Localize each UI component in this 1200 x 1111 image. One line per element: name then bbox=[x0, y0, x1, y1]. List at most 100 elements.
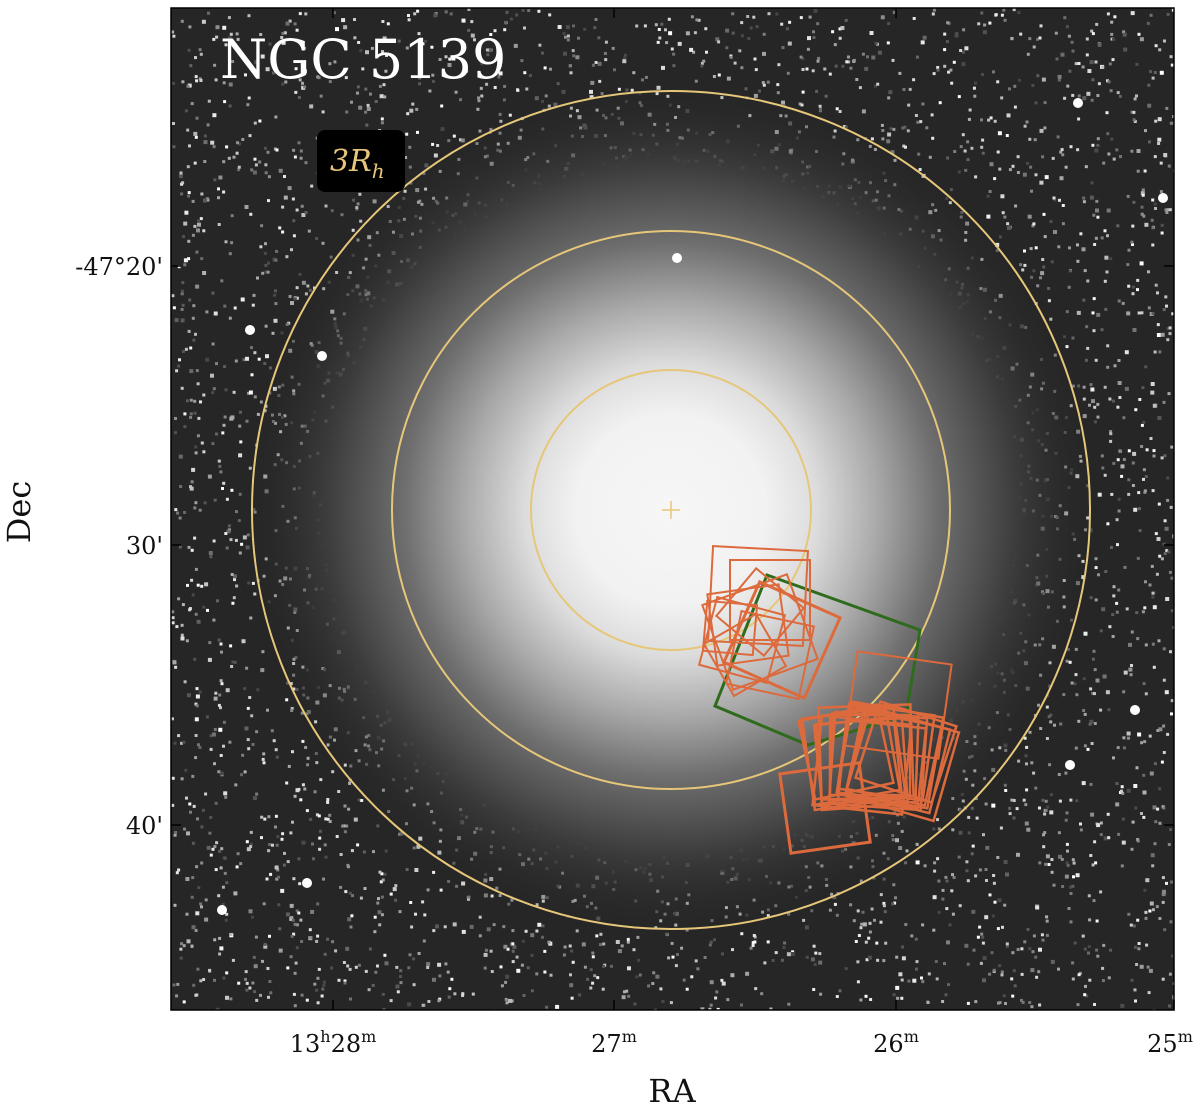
star-speck bbox=[378, 84, 382, 88]
star-speck bbox=[399, 969, 403, 973]
star-speck bbox=[659, 987, 663, 991]
star-speck bbox=[405, 46, 409, 50]
star-speck bbox=[1123, 47, 1128, 52]
star-speck bbox=[1099, 821, 1103, 825]
star-speck bbox=[1133, 988, 1137, 992]
star-speck bbox=[301, 81, 304, 85]
star-speck bbox=[1115, 610, 1119, 614]
star-speck bbox=[180, 318, 185, 323]
star-speck bbox=[824, 94, 828, 98]
star-speck bbox=[1142, 790, 1147, 795]
star-speck bbox=[292, 219, 296, 223]
star-speck bbox=[477, 96, 480, 100]
star-speck bbox=[907, 979, 911, 983]
star-speck bbox=[194, 135, 198, 139]
star-speck bbox=[191, 233, 195, 237]
star-speck bbox=[1148, 583, 1152, 587]
star-speck bbox=[904, 923, 908, 926]
star-speck bbox=[763, 961, 767, 965]
star-speck bbox=[363, 887, 367, 890]
star-speck bbox=[1144, 643, 1148, 647]
star-speck bbox=[182, 740, 186, 744]
star-speck bbox=[936, 66, 940, 69]
star-speck bbox=[174, 831, 178, 834]
star-speck bbox=[1081, 247, 1086, 252]
star-speck bbox=[222, 423, 226, 427]
star-speck bbox=[1106, 812, 1110, 816]
star-speck bbox=[1117, 359, 1121, 362]
star-speck bbox=[874, 84, 877, 88]
star-speck bbox=[231, 660, 235, 664]
star-speck bbox=[205, 357, 210, 362]
star-speck bbox=[1169, 650, 1172, 654]
star-speck bbox=[283, 195, 288, 200]
star-speck bbox=[1065, 25, 1069, 29]
star-speck bbox=[1115, 782, 1119, 785]
star-speck bbox=[290, 916, 294, 919]
star-speck bbox=[818, 960, 823, 965]
star-speck bbox=[1118, 94, 1122, 98]
star-speck bbox=[661, 65, 665, 70]
star-speck bbox=[238, 492, 242, 496]
star-speck bbox=[1003, 18, 1007, 22]
star-speck bbox=[354, 965, 358, 969]
star-speck bbox=[1046, 805, 1050, 809]
star-speck bbox=[210, 373, 214, 378]
star-speck bbox=[306, 756, 310, 760]
star-speck bbox=[599, 932, 603, 936]
star-speck bbox=[315, 988, 319, 992]
star-speck bbox=[986, 194, 990, 198]
star-speck bbox=[941, 897, 945, 901]
star-speck bbox=[819, 992, 823, 996]
star-speck bbox=[927, 972, 931, 976]
star-speck bbox=[213, 498, 217, 502]
star-speck bbox=[1101, 65, 1105, 69]
star-speck bbox=[597, 36, 601, 40]
star-speck bbox=[1140, 423, 1144, 427]
star-speck bbox=[217, 703, 221, 707]
star-speck bbox=[993, 900, 997, 904]
star-speck bbox=[1169, 920, 1173, 924]
star-speck bbox=[941, 888, 945, 892]
star-speck bbox=[1016, 948, 1020, 951]
star-speck bbox=[207, 99, 211, 103]
star-speck bbox=[740, 1003, 743, 1007]
star-speck bbox=[694, 959, 698, 963]
star-speck bbox=[333, 60, 337, 64]
star-speck bbox=[233, 578, 236, 582]
star-speck bbox=[261, 757, 265, 761]
star-speck bbox=[1016, 852, 1020, 857]
star-speck bbox=[1143, 740, 1147, 744]
star-speck bbox=[195, 116, 199, 120]
star-speck bbox=[671, 955, 675, 959]
star-speck bbox=[319, 94, 323, 98]
star-speck bbox=[200, 905, 203, 909]
star-speck bbox=[291, 197, 295, 201]
star-speck bbox=[1017, 11, 1021, 14]
star-speck bbox=[225, 546, 229, 550]
star-speck bbox=[271, 331, 275, 335]
star-speck bbox=[330, 209, 334, 213]
star-speck bbox=[569, 983, 574, 988]
star-speck bbox=[232, 155, 236, 159]
star-speck bbox=[194, 567, 198, 571]
star-speck bbox=[946, 156, 950, 160]
star-speck bbox=[746, 15, 750, 18]
star-speck bbox=[1111, 58, 1115, 62]
star-speck bbox=[775, 12, 779, 16]
star-speck bbox=[187, 693, 191, 698]
star-speck bbox=[1137, 507, 1141, 511]
star-speck bbox=[219, 706, 222, 710]
star-speck bbox=[1135, 963, 1139, 966]
star-speck bbox=[222, 160, 226, 164]
star-speck bbox=[212, 37, 216, 41]
star-speck bbox=[186, 939, 191, 944]
star-speck bbox=[347, 807, 351, 811]
star-speck bbox=[241, 753, 245, 757]
star-speck bbox=[801, 68, 805, 71]
star-speck bbox=[1143, 489, 1147, 493]
star-speck bbox=[594, 61, 598, 64]
star-speck bbox=[1164, 208, 1168, 212]
star-speck bbox=[1034, 101, 1038, 105]
star-speck bbox=[470, 33, 475, 38]
